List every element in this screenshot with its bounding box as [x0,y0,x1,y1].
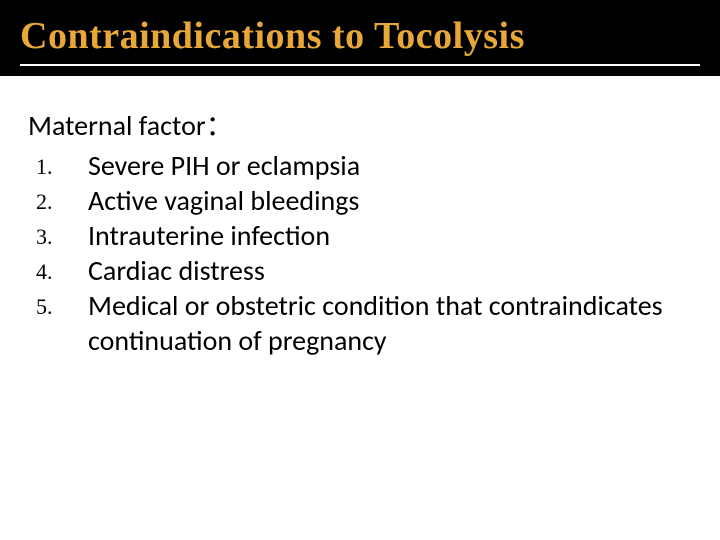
list-item: Intrauterine infection [36,218,692,253]
list-item: Severe PIH or eclampsia [36,148,692,183]
slide-title: Contraindications to Tocolysis [20,14,700,66]
factor-list: Severe PIH or eclampsia Active vaginal b… [28,148,692,358]
list-item-text: Intrauterine infection [88,218,692,253]
list-item: Active vaginal bleedings [36,183,692,218]
title-bar: Contraindications to Tocolysis [0,0,720,76]
list-item-text: Active vaginal bleedings [88,183,692,218]
list-item-text: Medical or obstetric condition that cont… [88,288,692,358]
list-item: Medical or obstetric condition that cont… [36,288,692,358]
list-item: Cardiac distress [36,253,692,288]
subheading: Maternal factor： [28,104,692,144]
list-item-text: Cardiac distress [88,253,692,288]
content-area: Maternal factor： Severe PIH or eclampsia… [0,76,720,358]
list-item-text: Severe PIH or eclampsia [88,148,692,183]
